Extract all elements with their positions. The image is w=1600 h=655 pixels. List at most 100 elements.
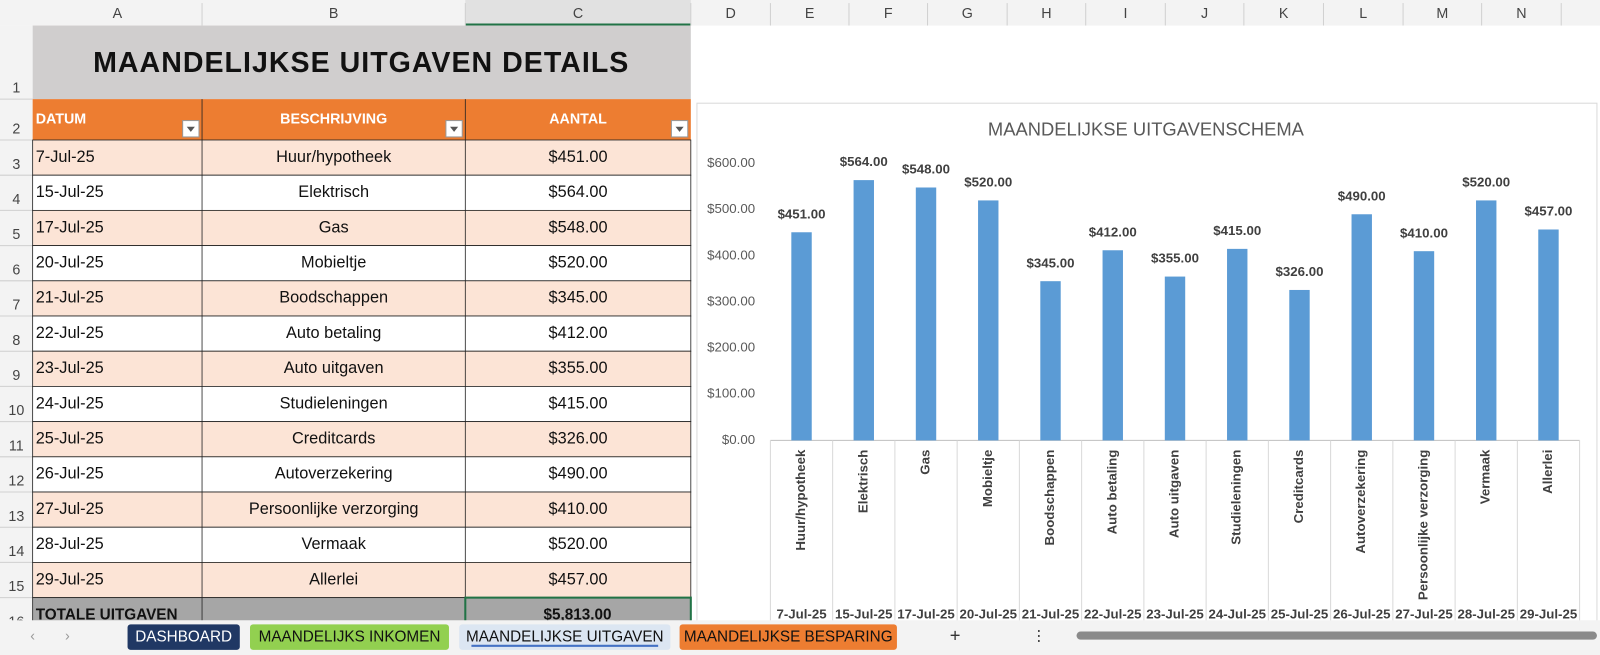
table-cell: Elektrisch — [298, 183, 369, 201]
table-cell: 15-Jul-25 — [36, 183, 104, 201]
table-cell: $410.00 — [549, 500, 608, 518]
table-row — [32, 245, 692, 282]
row-header: 5 — [12, 227, 20, 243]
data-label: $326.00 — [1276, 264, 1324, 279]
data-label: $415.00 — [1213, 223, 1261, 238]
sheet-tab-label[interactable]: DASHBOARD — [135, 629, 232, 646]
sheet-tab-label[interactable]: MAANDELIJKS INKOMEN — [259, 629, 441, 646]
x-tick-label: Persoonlijke verzorging — [1415, 450, 1430, 600]
table-cell: $326.00 — [549, 430, 608, 448]
column-header: M — [1436, 6, 1448, 22]
column-header: L — [1359, 6, 1367, 22]
data-label: $490.00 — [1338, 188, 1386, 203]
table-cell: $564.00 — [549, 183, 608, 201]
data-label: $355.00 — [1151, 251, 1199, 266]
bar — [1538, 229, 1559, 441]
column-header: D — [725, 6, 735, 22]
row-header: 6 — [12, 262, 20, 278]
bar — [915, 187, 937, 441]
group-label: 7-Jul-25 — [776, 607, 827, 622]
y-tick-label: $500.00 — [707, 201, 755, 216]
table-cell: $548.00 — [549, 218, 608, 236]
sheet-tab[interactable] — [250, 624, 449, 650]
table-row — [32, 421, 692, 458]
sheet: ABCDEFGHIJKLMN12345678910111213141516MAA… — [0, 3, 1562, 634]
column-header: A — [113, 6, 123, 22]
table-cell: Allerlei — [309, 570, 358, 588]
y-tick-label: $600.00 — [707, 155, 755, 170]
sheet-tab[interactable] — [127, 624, 240, 650]
table-cell: 25-Jul-25 — [36, 430, 104, 448]
column-header: E — [805, 6, 815, 22]
table-row — [32, 174, 692, 211]
table-row — [32, 456, 692, 493]
column-header: C — [573, 6, 583, 22]
y-tick-label: $0.00 — [722, 432, 755, 447]
horizontal-scrollbar[interactable] — [1076, 631, 1597, 640]
x-tick-label: Boodschappen — [1042, 450, 1057, 546]
x-tick-label: Huur/hypotheek — [793, 449, 808, 551]
row-header: 8 — [12, 333, 20, 349]
group-label: 28-Jul-25 — [1457, 607, 1515, 622]
row-header: 15 — [8, 579, 24, 595]
group-label: 29-Jul-25 — [1520, 607, 1578, 622]
table-cell: $520.00 — [549, 535, 608, 553]
column-title: DATUM — [36, 111, 86, 127]
group-label: 17-Jul-25 — [897, 607, 955, 622]
sheet-tab[interactable] — [459, 624, 671, 650]
table-row — [32, 139, 692, 176]
column-header: F — [884, 6, 893, 22]
table-row — [32, 315, 692, 352]
bar — [1351, 214, 1372, 441]
table-cell: $345.00 — [549, 289, 608, 307]
table-row — [32, 491, 692, 528]
group-label: 27-Jul-25 — [1395, 607, 1453, 622]
add-sheet[interactable]: + — [950, 624, 961, 645]
bar — [791, 232, 812, 441]
data-label: $410.00 — [1400, 225, 1448, 240]
more-options[interactable]: ⋮ — [1032, 628, 1046, 644]
column-header: G — [962, 6, 973, 22]
group-label: 22-Jul-25 — [1084, 607, 1142, 622]
chart: MAANDELIJKSE UITGAVENSCHEMA $0.00 $100.00… — [696, 102, 1598, 636]
tab-bar: ‹ › + ⋮ DASHBOARD MAANDELIJKS INKOMEN MAAN… — [0, 620, 1600, 655]
row-header: 9 — [12, 368, 20, 384]
filter-arrow — [186, 126, 195, 132]
bar — [1102, 250, 1123, 441]
row-header: 11 — [9, 438, 24, 454]
table-cell: Boodschappen — [279, 289, 388, 307]
table-cell: $415.00 — [549, 394, 608, 412]
chart-area — [696, 102, 1598, 636]
x-tick-label: Elektrisch — [855, 450, 870, 513]
sheet-tab-label[interactable]: MAANDELIJKSE BESPARING — [684, 629, 893, 646]
column-header: B — [329, 6, 339, 22]
x-tick-label: Vermaak — [1478, 449, 1493, 504]
table-cell: Studieleningen — [280, 394, 388, 412]
data-label: $457.00 — [1525, 204, 1573, 219]
table-row — [32, 280, 692, 317]
sheet-title: MAANDELIJKSE UITGAVEN DETAILS — [93, 47, 629, 79]
table-cell: 23-Jul-25 — [36, 359, 104, 377]
x-tick-label: Autoverzekering — [1353, 450, 1368, 554]
scroll-right[interactable]: › — [65, 628, 70, 644]
table-cell: $451.00 — [549, 148, 608, 166]
data-label: $564.00 — [840, 154, 888, 169]
sheet-tab-label[interactable]: MAANDELIJKSE UITGAVEN — [466, 629, 664, 646]
table-cell: Persoonlijke verzorging — [249, 500, 419, 518]
table-cell: Huur/hypotheek — [276, 148, 392, 166]
data-label: $520.00 — [964, 175, 1012, 190]
row-header: 13 — [8, 509, 24, 525]
sheet-tab[interactable] — [679, 624, 897, 650]
x-tick-label: Creditcards — [1291, 450, 1306, 524]
x-tick-label: Allerlei — [1540, 450, 1555, 494]
table-cell: $490.00 — [549, 465, 608, 483]
row-header: 4 — [12, 192, 20, 208]
column-header: H — [1041, 6, 1051, 22]
scroll-left[interactable]: ‹ — [30, 628, 35, 644]
table-cell: 20-Jul-25 — [36, 254, 104, 272]
table-cell: Auto betaling — [286, 324, 381, 342]
table-cell: Mobieltje — [301, 254, 366, 272]
selected-column-header — [465, 0, 691, 26]
